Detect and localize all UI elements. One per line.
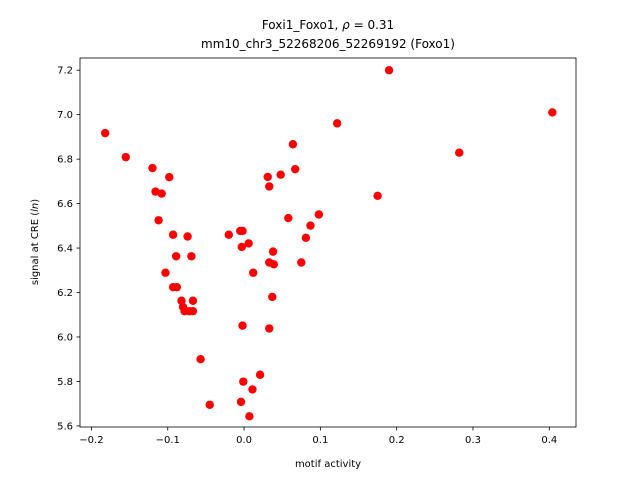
data-point [290,164,300,174]
x-tick-label: 0.1 [312,435,328,446]
data-point [306,221,315,230]
data-point [276,170,285,179]
x-axis-label: motif activity [295,459,361,470]
data-point [154,216,163,225]
x-tick-label: −0.2 [79,435,103,446]
data-point [161,268,170,277]
data-point [100,128,110,138]
data-point [239,377,248,386]
data-point [269,260,279,269]
data-point [148,163,157,173]
data-point [248,385,257,394]
data-point [384,66,394,75]
x-axis-ticks: −0.2 −0.1 0.0 0.1 0.2 0.3 0.4 [79,427,557,446]
y-tick-label: 7.0 [57,110,73,121]
x-tick-label: −0.1 [156,435,180,446]
y-tick-label: 6.2 [57,288,73,299]
data-point [548,108,557,117]
data-point [121,152,130,162]
data-point [187,252,196,261]
y-tick-label: 6.6 [57,199,73,210]
data-point [183,232,192,241]
y-tick-label: 6.0 [57,332,73,343]
data-point [168,230,178,239]
x-tick-label: 0.4 [541,435,557,446]
data-point [188,296,198,305]
y-tick-label: 7.2 [57,66,73,77]
y-tick-label: 6.8 [57,155,73,166]
data-point [265,182,274,191]
data-point [205,400,214,409]
points-layer [100,66,557,421]
data-point [237,242,246,252]
data-point [297,258,306,267]
y-tick-label: 5.8 [57,377,73,388]
data-point [288,140,298,149]
data-point [455,148,464,157]
plot-area [79,57,577,428]
data-point [263,172,272,182]
data-point [268,247,278,256]
chart-title-line2: mm10_chr3_52268206_52269192 (Foxo1) [201,37,455,51]
x-tick-label: 0.0 [236,435,252,446]
data-point [236,397,246,407]
data-point [268,292,277,302]
data-point [249,268,258,277]
data-point [314,210,324,219]
data-point [373,191,382,201]
y-tick-label: 6.4 [57,244,73,255]
data-point [224,230,233,239]
data-point [284,213,293,223]
chart-title-line1: Foxi1_Foxo1, ρ = 0.31 [262,18,394,32]
data-point [245,412,254,421]
data-point [265,324,274,333]
y-axis-ticks: 5.6 5.8 6.0 6.2 6.4 6.6 6.8 7.0 7.2 [57,66,80,432]
y-axis-label: signal at CRE (ln) [30,199,41,285]
data-point [244,239,253,248]
data-point [238,321,247,330]
data-point [172,282,182,292]
y-tick-label: 5.6 [57,421,73,432]
x-tick-label: 0.3 [465,435,481,446]
plot-frame [79,57,577,428]
data-point [157,189,166,198]
data-point [171,252,181,261]
data-point [332,119,342,128]
data-point [238,226,247,236]
data-point [301,233,311,243]
data-point [165,172,174,182]
data-point [188,306,198,316]
data-point [196,355,205,364]
x-tick-label: 0.2 [389,435,405,446]
data-point [255,370,265,379]
